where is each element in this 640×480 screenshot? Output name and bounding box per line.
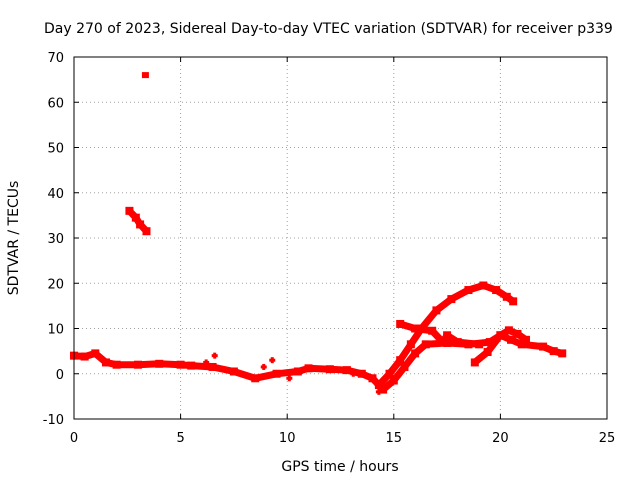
y-tick-label: 40 <box>47 187 64 202</box>
data-point <box>133 360 142 369</box>
data-point <box>539 342 548 351</box>
tick-marks <box>73 56 608 420</box>
data-point <box>421 340 430 349</box>
data-point <box>483 348 492 357</box>
data-point <box>396 356 405 365</box>
x-axis-label: GPS time / hours <box>281 459 398 475</box>
y-tick-label: 30 <box>47 232 64 247</box>
data-point <box>385 369 394 378</box>
data-point <box>428 326 437 335</box>
data-point <box>80 352 89 361</box>
data-point <box>342 366 351 375</box>
x-tick-label: 0 <box>70 431 78 446</box>
data-point <box>475 340 484 349</box>
data-point <box>368 374 377 383</box>
data-point <box>411 349 420 358</box>
data-point <box>558 349 567 358</box>
y-tick-label: 10 <box>47 323 64 338</box>
data-point <box>479 281 488 290</box>
data-point <box>272 369 281 378</box>
y-tick-label: 70 <box>47 51 64 66</box>
data-point <box>389 376 398 385</box>
series-layer <box>70 72 567 395</box>
data-point <box>502 292 511 301</box>
x-tick-label: 20 <box>492 431 509 446</box>
data-point <box>396 319 405 328</box>
x-tick-label: 25 <box>599 431 616 446</box>
data-point <box>470 358 479 367</box>
data-point <box>131 213 140 222</box>
data-point <box>447 295 456 304</box>
data-point <box>485 338 494 347</box>
data-point <box>492 286 501 295</box>
data-point <box>187 361 196 370</box>
data-point <box>507 335 516 344</box>
chart-title: Day 270 of 2023, Sidereal Day-to-day VTE… <box>44 21 613 37</box>
data-point <box>443 331 452 340</box>
data-point <box>411 324 420 333</box>
data-point <box>453 338 462 347</box>
data-point <box>155 359 164 368</box>
data-point <box>517 340 526 349</box>
data-point <box>509 297 518 306</box>
data-point <box>176 360 185 369</box>
data-point <box>521 335 530 344</box>
data-point <box>513 329 522 338</box>
x-tick-label: 5 <box>176 431 184 446</box>
y-tick-label: -10 <box>43 413 64 428</box>
data-point <box>443 338 452 347</box>
data-point <box>101 358 110 367</box>
data-point <box>293 367 302 376</box>
data-point <box>112 360 121 369</box>
data-point <box>406 340 415 349</box>
data-point <box>464 286 473 295</box>
y-tick-label: 20 <box>47 277 64 292</box>
y-tick-label: 50 <box>47 142 64 157</box>
data-point <box>125 206 134 215</box>
x-tick-label: 10 <box>279 431 296 446</box>
data-point <box>208 362 217 371</box>
data-point <box>136 220 145 229</box>
y-tick-label: 0 <box>56 368 64 383</box>
data-point <box>496 331 505 340</box>
tick-labels: 0 5 10 15 20 25 -10 0 10 20 30 40 50 60 70 <box>43 51 616 446</box>
data-point <box>251 374 260 383</box>
y-axis-label: SDTVAR / TECUs <box>6 181 22 296</box>
x-tick-label: 15 <box>386 431 403 446</box>
data-point <box>438 338 447 347</box>
data-point <box>374 381 383 390</box>
data-point <box>325 365 334 374</box>
data-point <box>504 326 513 335</box>
data-point <box>142 227 151 236</box>
data-point <box>549 347 558 356</box>
data-point <box>91 349 100 358</box>
data-point <box>357 369 366 378</box>
data-point <box>229 367 238 376</box>
grid-lines <box>74 57 607 419</box>
data-point <box>304 364 313 373</box>
y-tick-label: 60 <box>47 96 64 111</box>
outlier-point <box>141 72 149 79</box>
data-point <box>400 362 409 371</box>
data-point <box>379 385 388 394</box>
data-point <box>432 306 441 315</box>
